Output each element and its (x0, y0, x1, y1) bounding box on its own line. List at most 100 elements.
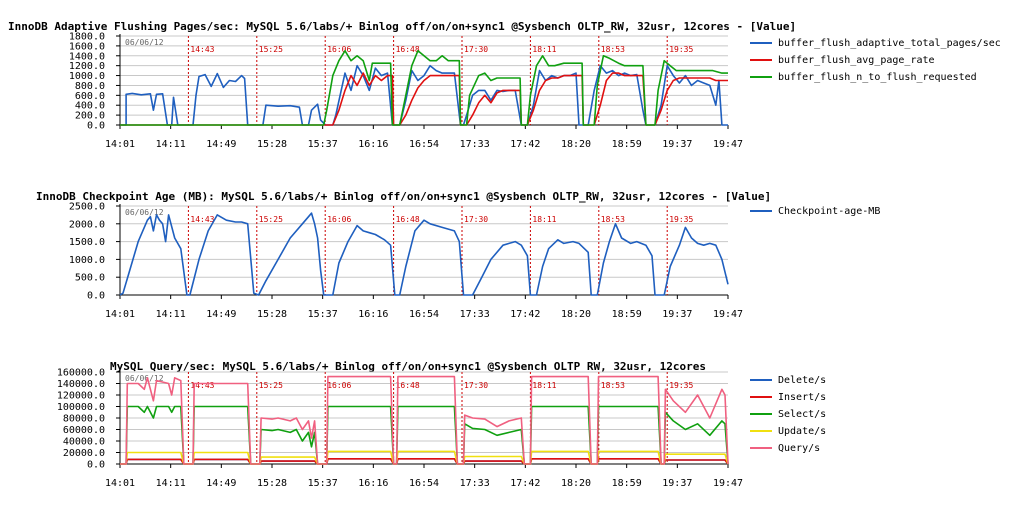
x-tick-label: 15:28 (257, 139, 287, 150)
legend-entry: Checkpoint-age-MB (778, 206, 880, 217)
y-tick-label: 500.0 (75, 273, 105, 284)
y-tick-label: 0.0 (87, 121, 105, 132)
x-tick-label: 18:59 (612, 309, 642, 320)
y-tick-label: 60000.0 (63, 425, 105, 436)
series-line-1 (119, 212, 729, 296)
x-tick-label: 17:33 (460, 478, 490, 489)
marker-label: 16:48 (396, 215, 420, 224)
x-tick-label: 17:33 (460, 139, 490, 150)
y-tick-label: 1600.0 (69, 41, 105, 52)
marker-label: 17:30 (464, 215, 488, 224)
y-tick-label: 120000.0 (57, 391, 105, 402)
legend-entry: buffer_flush_avg_page_rate (778, 55, 935, 66)
marker-label: 16:06 (327, 45, 351, 54)
x-tick-label: 19:37 (662, 309, 692, 320)
legend-entry: Select/s (778, 409, 826, 420)
marker-label: 18:11 (532, 215, 556, 224)
x-tick-label: 14:49 (206, 478, 236, 489)
legend-entry: Delete/s (778, 375, 826, 386)
marker-label: 17:30 (464, 45, 488, 54)
x-tick-label: 14:01 (105, 309, 135, 320)
x-tick-label: 14:01 (105, 478, 135, 489)
marker-label: 14:43 (190, 381, 214, 390)
chart-1: InnoDB Adaptive Flushing Pages/sec: MySQ… (8, 20, 1001, 150)
x-tick-label: 14:49 (206, 139, 236, 150)
x-tick-label: 15:28 (257, 478, 287, 489)
marker-label: 16:48 (396, 381, 420, 390)
x-tick-label: 18:20 (561, 478, 591, 489)
x-tick-label: 19:37 (662, 478, 692, 489)
chart-2: InnoDB Checkpoint Age (MB): MySQL 5.6/la… (36, 190, 880, 320)
y-tick-label: 100000.0 (57, 402, 105, 413)
marker-label: 16:06 (327, 381, 351, 390)
marker-label: 16:48 (396, 45, 420, 54)
legend-entry: Update/s (778, 426, 826, 437)
x-tick-label: 14:49 (206, 309, 236, 320)
y-tick-label: 2500.0 (69, 202, 105, 213)
y-tick-label: 1800.0 (69, 32, 105, 43)
y-tick-label: 80000.0 (63, 414, 105, 425)
x-tick-label: 18:59 (612, 478, 642, 489)
x-tick-label: 16:16 (358, 309, 388, 320)
marker-label: 17:30 (464, 381, 488, 390)
marker-label: 18:11 (532, 381, 556, 390)
marker-label: 15:25 (259, 215, 283, 224)
legend-entry: buffer_flush_n_to_flush_requested (778, 72, 977, 83)
y-tick-label: 400.0 (75, 101, 105, 112)
x-tick-label: 17:42 (510, 139, 540, 150)
x-tick-label: 17:42 (510, 478, 540, 489)
y-tick-label: 0.0 (87, 460, 105, 471)
chart-title: InnoDB Checkpoint Age (MB): MySQL 5.6/la… (36, 190, 771, 203)
x-tick-label: 16:16 (358, 478, 388, 489)
x-tick-label: 19:37 (662, 139, 692, 150)
x-tick-label: 18:59 (612, 139, 642, 150)
x-tick-label: 15:37 (308, 309, 338, 320)
marker-label: 16:06 (327, 215, 351, 224)
y-tick-label: 160000.0 (57, 368, 105, 379)
legend-entry: Query/s (778, 443, 820, 454)
x-tick-label: 15:28 (257, 309, 287, 320)
y-tick-label: 2000.0 (69, 219, 105, 230)
y-tick-label: 40000.0 (63, 437, 105, 448)
marker-label: 14:43 (190, 215, 214, 224)
y-tick-label: 1200.0 (69, 61, 105, 72)
series-line-2 (120, 72, 728, 126)
marker-label: 15:25 (259, 381, 283, 390)
x-tick-label: 14:11 (156, 139, 186, 150)
chart-3: MySQL Query/sec: MySQL 5.6/labs/+ Binlog… (57, 360, 826, 489)
series-line-3 (120, 50, 728, 126)
x-tick-label: 17:33 (460, 309, 490, 320)
y-tick-label: 1500.0 (69, 237, 105, 248)
marker-label: 19:35 (669, 381, 693, 390)
x-tick-label: 14:01 (105, 139, 135, 150)
marker-label: 18:11 (532, 45, 556, 54)
y-tick-label: 1400.0 (69, 51, 105, 62)
x-tick-label: 19:47 (713, 139, 743, 150)
x-tick-label: 15:37 (308, 478, 338, 489)
chart-title: MySQL Query/sec: MySQL 5.6/labs/+ Binlog… (110, 360, 706, 373)
chart-title: InnoDB Adaptive Flushing Pages/sec: MySQ… (8, 20, 796, 33)
series-line-5 (120, 375, 729, 465)
marker-label: 19:35 (669, 45, 693, 54)
marker-label: 19:35 (669, 215, 693, 224)
marker-label: 15:25 (259, 45, 283, 54)
marker-label: 18:53 (601, 215, 625, 224)
y-tick-label: 140000.0 (57, 379, 105, 390)
series-line-4 (120, 450, 729, 465)
y-tick-label: 0.0 (87, 291, 105, 302)
x-tick-label: 14:11 (156, 478, 186, 489)
x-tick-label: 15:37 (308, 139, 338, 150)
x-tick-label: 18:20 (561, 309, 591, 320)
date-label: 06/06/12 (125, 208, 164, 217)
legend-entry: buffer_flush_adaptive_total_pages/sec (778, 38, 1001, 49)
legend-entry: Insert/s (778, 392, 826, 403)
marker-label: 18:53 (601, 45, 625, 54)
date-label: 06/06/12 (125, 374, 164, 383)
series-line-3 (120, 405, 729, 465)
x-tick-label: 19:47 (713, 478, 743, 489)
y-tick-label: 1000.0 (69, 71, 105, 82)
y-tick-label: 600.0 (75, 91, 105, 102)
marker-label: 18:53 (601, 381, 625, 390)
marker-label: 14:43 (190, 45, 214, 54)
